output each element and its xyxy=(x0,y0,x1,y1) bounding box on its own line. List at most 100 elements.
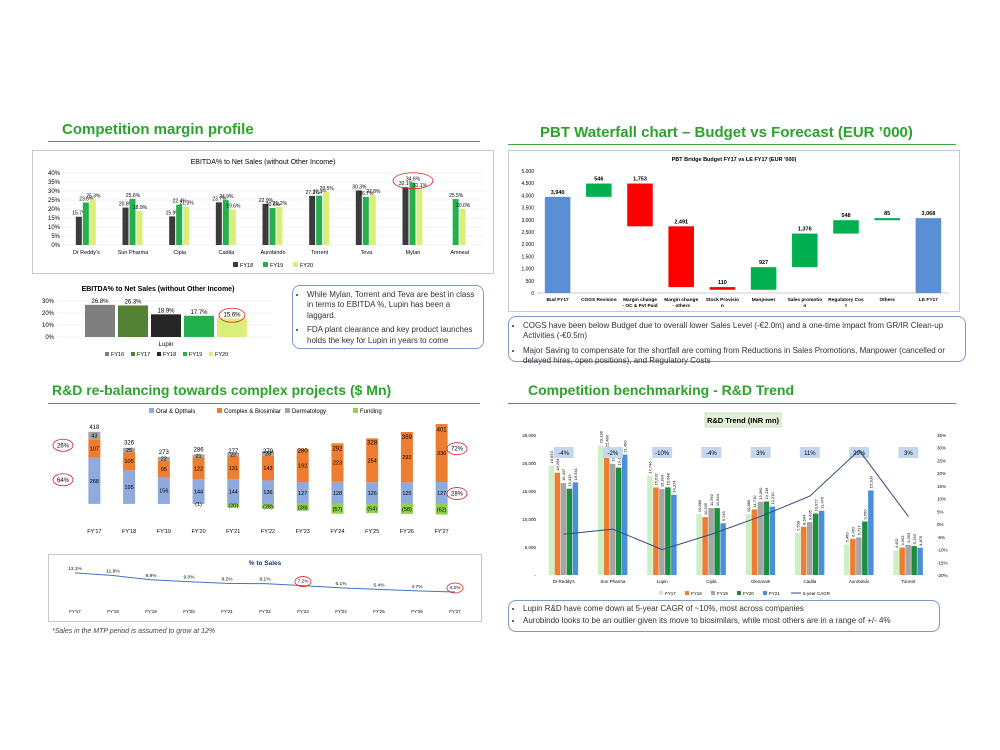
bar-segment xyxy=(296,503,309,511)
waterfall-bar xyxy=(874,218,900,221)
x-tick-label: FY'20 xyxy=(191,529,205,535)
y-tick-label: 0% xyxy=(45,335,54,341)
bar-fy20 xyxy=(566,488,573,575)
bar-segment xyxy=(400,503,413,514)
bar-segment xyxy=(227,503,240,508)
bar-fy18 xyxy=(899,547,905,575)
segment-label: 122 xyxy=(194,467,203,473)
data-label: 5,163 xyxy=(912,533,917,544)
x-tick-label: Manpower xyxy=(752,297,776,303)
bar-fy21 xyxy=(917,547,923,575)
y-tick-label: 35% xyxy=(48,180,61,186)
segment-label: (20) xyxy=(228,504,238,510)
bench-title-underline xyxy=(508,403,956,404)
waterfall-panel: PBT Bridge Budget FY17 vs LE FY17 (EUR '… xyxy=(508,150,960,312)
bar-segment xyxy=(435,424,448,483)
bar-fy18 xyxy=(169,216,176,245)
x-tick-label: Others xyxy=(879,297,895,303)
x-tick-label: t xyxy=(845,303,847,309)
data-label: 10,335 xyxy=(703,502,708,515)
y-tick-label: 15% xyxy=(48,216,61,222)
x-tick-label: FY'18 xyxy=(122,529,136,535)
margin-title-underline xyxy=(48,141,480,142)
rnd-panel: Oral & Opthals Complex & Biosimilar Dermat… xyxy=(48,405,482,541)
ebitda-peers-chart: EBITDA% to Net Sales (without Other Inco… xyxy=(48,159,483,269)
cagr-label: -2% xyxy=(608,451,619,457)
bar-fy16 xyxy=(85,304,115,337)
bar-fy21 xyxy=(572,482,579,575)
data-label: 6,717 xyxy=(857,525,862,536)
data-label: 9.9% xyxy=(146,573,158,579)
data-label: 18.9% xyxy=(157,308,175,314)
bar-fy19 xyxy=(560,482,567,575)
data-label: 110 xyxy=(718,280,727,286)
legend-label: 5-year CAGR xyxy=(803,591,831,596)
legend-swatch xyxy=(157,352,161,356)
bar-segment xyxy=(331,443,344,482)
bar-fy20 xyxy=(615,467,622,575)
bar-fy20 xyxy=(136,210,143,245)
waterfall-note-box: COGS have been below Budget due to overa… xyxy=(508,316,966,365)
y-tick-label: 4,500 xyxy=(521,181,534,187)
x-tick-label: Aurobindo xyxy=(849,579,870,584)
y2-tick-label: 5% xyxy=(937,509,944,514)
waterfall-bar xyxy=(750,267,777,290)
data-label: 548 xyxy=(841,213,850,219)
x-tick-label: FY'26 xyxy=(411,609,423,614)
data-label: 9.0% xyxy=(184,575,196,581)
data-label: 10,977 xyxy=(813,499,818,512)
bar-fy19 xyxy=(452,199,459,245)
rnd-title-underline xyxy=(48,403,480,404)
annotation-circle xyxy=(446,487,468,500)
x-tick-label: Regulatory Cos xyxy=(828,297,864,303)
x-tick-label: Margin change xyxy=(623,297,657,303)
total-label: 326 xyxy=(124,441,135,447)
ebitda-lupin-chart: EBITDA% to Net Sales (without Other Inco… xyxy=(42,286,273,358)
bar-segment xyxy=(157,460,170,478)
total-label: 359 xyxy=(402,435,413,441)
segment-label: 25 xyxy=(126,448,132,454)
total-label: 418 xyxy=(89,425,100,431)
waterfall-note-2: Major Saving to compensate for the short… xyxy=(523,346,959,367)
data-label: 11,962 xyxy=(709,493,714,506)
legend-swatch xyxy=(263,262,268,267)
waterfall-bar xyxy=(668,226,694,288)
legend-swatch xyxy=(285,408,290,413)
legend-label: FY19 xyxy=(189,352,202,358)
y-tick-label: 2,500 xyxy=(521,230,534,236)
bar-fy18 xyxy=(355,190,362,245)
segment-label: (39) xyxy=(298,505,308,511)
y-tick-label: 3,000 xyxy=(521,218,534,224)
data-label: 16,437 xyxy=(561,468,566,481)
bar-segment xyxy=(88,439,101,458)
y2-tick-label: -5% xyxy=(937,535,945,540)
data-label: 1,753 xyxy=(633,177,647,183)
waterfall-chart: PBT Bridge Budget FY17 vs LE FY17 (EUR '… xyxy=(521,157,949,309)
segment-label: 127 xyxy=(298,491,307,497)
bar-fy19 xyxy=(316,195,323,245)
segment-label: 131 xyxy=(229,466,238,472)
waterfall-bar xyxy=(709,287,736,290)
cagr-label: -4% xyxy=(706,451,717,457)
bar-fy21 xyxy=(720,523,726,575)
bar-fy20 xyxy=(89,199,96,245)
waterfall-title-underline xyxy=(508,144,956,145)
bar-fy20 xyxy=(369,194,376,245)
cagr-label: 29% xyxy=(853,451,866,457)
data-label: 6,462 xyxy=(851,526,856,537)
y2-tick-label: -15% xyxy=(937,560,948,565)
data-label: 12,210 xyxy=(770,492,775,505)
data-label: 20.0% xyxy=(456,203,471,209)
bar-fy17 xyxy=(118,305,148,337)
data-label: 26.8% xyxy=(91,299,109,305)
bar-segment xyxy=(192,458,205,480)
x-tick-label: Lupin xyxy=(159,342,174,348)
legend-swatch xyxy=(183,352,187,356)
x-tick-label: FY'25 xyxy=(373,609,385,614)
segment-label: (57) xyxy=(333,507,343,513)
data-label: 13.1% xyxy=(68,566,82,572)
x-tick-label: - others xyxy=(672,303,690,309)
bar-fy21 xyxy=(818,510,825,575)
segment-label: 268 xyxy=(90,479,99,485)
x-tick-label: LE FY17 xyxy=(919,297,938,303)
